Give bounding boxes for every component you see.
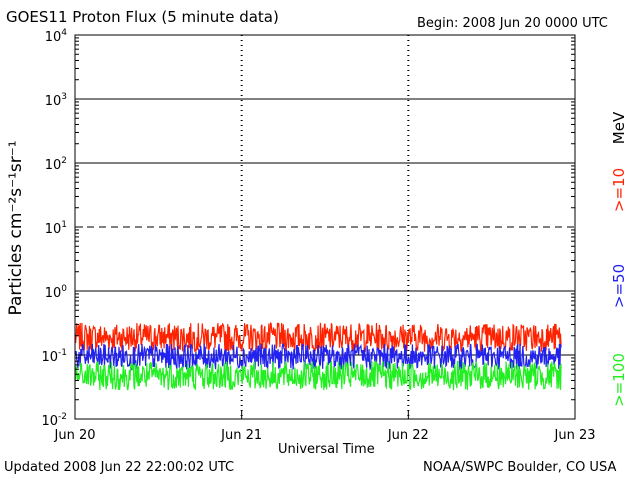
x-tick-label: Jun 21 [220,428,262,443]
x-tick-label: Jun 20 [54,428,96,443]
begin-time: Begin: 2008 Jun 20 0000 UTC [417,16,608,31]
legend-unit: MeV [610,111,628,144]
series-line [74,342,562,372]
y-axis-title: Particles cm⁻²s⁻¹sr⁻¹ [6,140,26,315]
legend-entry: >=100 [610,353,628,407]
legend: MeV >=10 >=50 >=100 [610,111,628,407]
y-tick-label: 103 [45,92,67,109]
data-series [74,321,562,391]
gridlines [75,35,575,419]
legend-entry: >=10 [610,168,628,212]
y-tick-label: 10-1 [41,348,67,365]
credit-label: NOAA/SWPC Boulder, CO USA [423,460,617,475]
updated-timestamp: Updated 2008 Jun 22 22:00:02 UTC [4,460,235,475]
y-tick-label: 102 [45,156,67,173]
x-tick-label: Jun 23 [554,428,596,443]
x-tick-label: Jun 22 [387,428,429,443]
y-tick-label: 101 [45,220,67,237]
legend-entry: >=50 [610,264,628,308]
y-tick-label: 100 [45,284,68,301]
chart-title: GOES11 Proton Flux (5 minute data) [6,8,279,26]
x-axis-title: Universal Time [278,442,375,457]
series-line [74,321,562,353]
y-tick-label: 10-2 [41,412,67,429]
series-line [74,359,562,391]
y-tick-label: 104 [45,28,68,45]
